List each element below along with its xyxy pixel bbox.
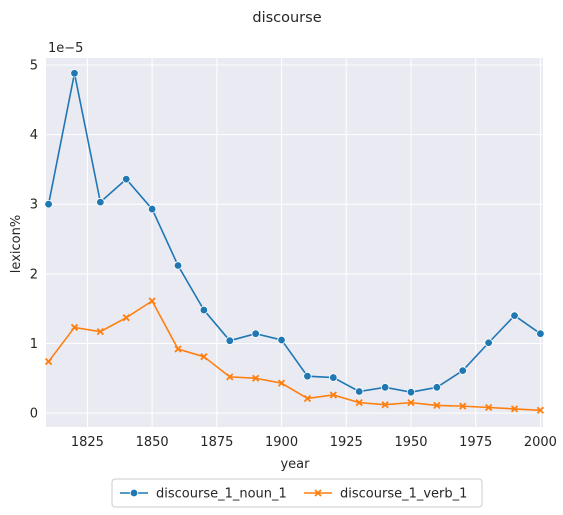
series-layer bbox=[44, 69, 545, 414]
data-point bbox=[148, 297, 156, 305]
legend-label: discourse_1_verb_1 bbox=[340, 487, 467, 502]
data-point bbox=[44, 200, 53, 209]
y-tick-label: 1 bbox=[30, 337, 38, 352]
data-point bbox=[251, 329, 260, 338]
data-point bbox=[70, 323, 79, 332]
plot-area bbox=[46, 58, 543, 427]
series-line bbox=[47, 299, 541, 412]
data-point bbox=[314, 489, 322, 497]
legend: discourse_1_noun_1 discourse_1_verb_1 bbox=[111, 478, 483, 508]
legend-entry: discourse_1_noun_1 bbox=[120, 487, 287, 502]
data-point bbox=[122, 174, 131, 184]
data-point bbox=[355, 387, 364, 396]
legend-label: discourse_1_noun_1 bbox=[156, 487, 287, 502]
data-point bbox=[380, 383, 390, 392]
data-point bbox=[96, 197, 105, 207]
x-axis-label: year bbox=[280, 457, 310, 472]
legend-box bbox=[111, 478, 483, 508]
x-tick-label: 1900 bbox=[265, 435, 298, 450]
data-point bbox=[303, 371, 312, 381]
data-point bbox=[174, 345, 182, 353]
data-point bbox=[70, 69, 79, 78]
y-tick-label: 3 bbox=[30, 198, 38, 213]
data-point bbox=[459, 402, 467, 410]
data-point bbox=[407, 398, 415, 407]
y-tick-label: 5 bbox=[30, 58, 38, 73]
data-point bbox=[458, 366, 467, 375]
data-point bbox=[484, 338, 493, 347]
data-point bbox=[303, 394, 312, 403]
data-point bbox=[485, 403, 493, 412]
x-axis: 1825 1850 1875 1900 1925 1950 1975 2000 bbox=[71, 435, 557, 450]
data-point bbox=[226, 373, 234, 381]
data-point bbox=[510, 311, 519, 320]
legend-entry: discourse_1_verb_1 bbox=[304, 487, 467, 502]
data-point bbox=[381, 401, 389, 409]
data-point bbox=[329, 373, 338, 382]
data-point bbox=[225, 336, 234, 345]
x-tick-label: 1825 bbox=[71, 435, 104, 450]
data-point bbox=[252, 374, 260, 382]
data-point bbox=[96, 327, 104, 336]
y-tick-label: 4 bbox=[30, 128, 38, 143]
x-tick-label: 2000 bbox=[524, 435, 557, 450]
data-point bbox=[277, 335, 286, 345]
data-point bbox=[44, 357, 53, 366]
series-line bbox=[47, 73, 541, 394]
x-tick-label: 1850 bbox=[136, 435, 169, 450]
y-tick-label: 2 bbox=[30, 267, 38, 282]
y-scale-note: 1e−5 bbox=[48, 41, 83, 56]
y-axis: 0 1 2 3 4 5 bbox=[30, 58, 38, 421]
y-tick-label: 0 bbox=[30, 407, 38, 422]
series-discourse_1_verb_1 bbox=[44, 297, 545, 414]
data-point bbox=[199, 305, 209, 315]
x-tick-label: 1950 bbox=[394, 435, 427, 450]
data-point bbox=[536, 329, 545, 338]
x-tick-label: 1925 bbox=[330, 435, 363, 450]
data-point bbox=[173, 261, 183, 270]
data-point bbox=[329, 391, 337, 399]
data-point bbox=[277, 379, 286, 387]
grid bbox=[46, 58, 543, 427]
data-point bbox=[147, 204, 157, 214]
data-point bbox=[433, 401, 441, 410]
data-point bbox=[432, 383, 442, 392]
data-point bbox=[536, 406, 545, 414]
data-point bbox=[122, 314, 130, 322]
series-discourse_1_noun_1 bbox=[44, 69, 545, 397]
data-point bbox=[129, 488, 139, 498]
data-point bbox=[355, 398, 363, 407]
chart-title: discourse bbox=[252, 10, 321, 26]
x-tick-label: 1875 bbox=[200, 435, 233, 450]
data-point bbox=[200, 353, 208, 361]
x-tick-label: 1975 bbox=[459, 435, 492, 450]
y-axis-label: lexicon% bbox=[9, 215, 24, 273]
data-point bbox=[510, 405, 519, 413]
data-point bbox=[406, 387, 416, 397]
